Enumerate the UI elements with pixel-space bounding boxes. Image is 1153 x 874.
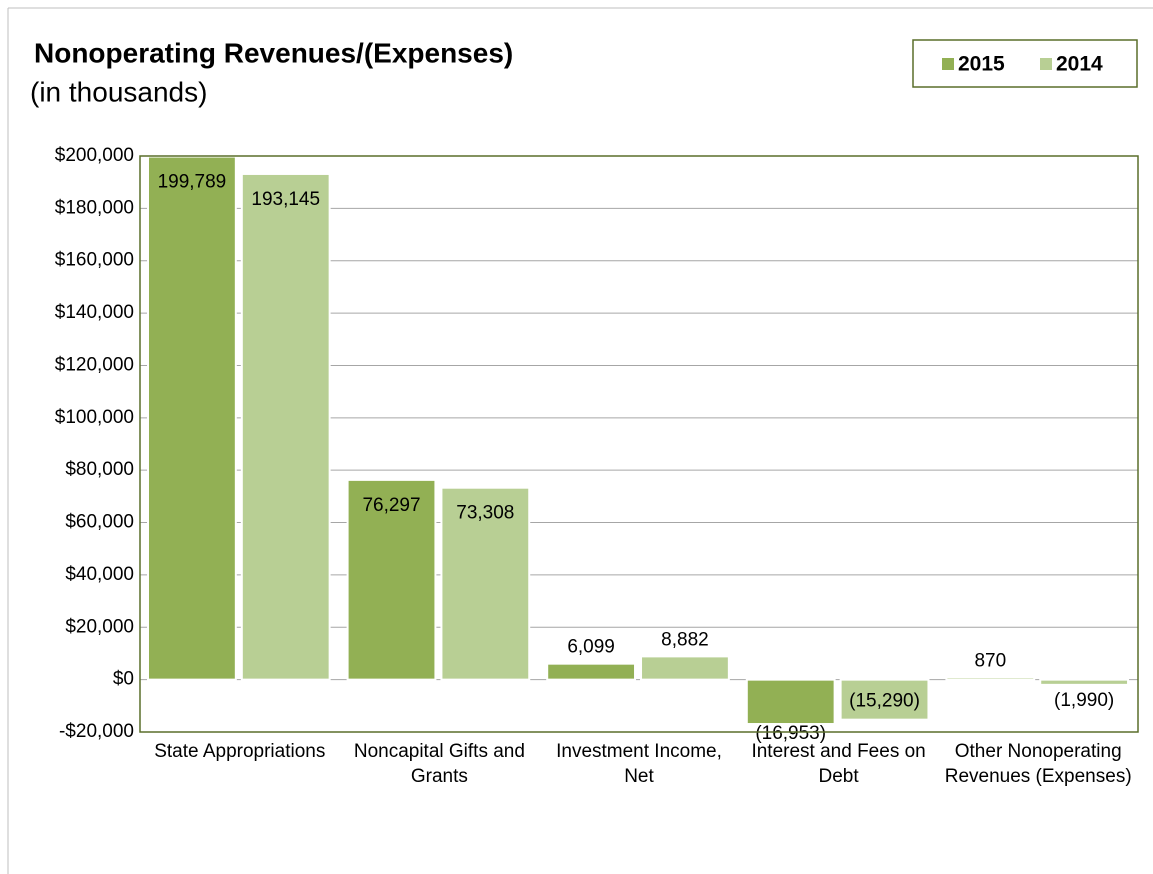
- data-label: (1,990): [1054, 690, 1114, 711]
- bar: [346, 478, 437, 681]
- y-tick-label: $20,000: [65, 616, 134, 637]
- data-label: 870: [974, 650, 1006, 671]
- x-tick-label: State Appropriations: [154, 741, 325, 762]
- bar: [546, 662, 637, 681]
- data-label: 8,882: [661, 629, 709, 650]
- plot-border: [139, 155, 1139, 733]
- data-label: (16,953): [755, 723, 826, 744]
- legend: 2015 2014: [912, 39, 1138, 88]
- chart-title: Nonoperating Revenues/(Expenses): [34, 37, 513, 68]
- data-label: 199,789: [158, 172, 227, 193]
- x-tick-label: Interest and Fees on Debt: [751, 741, 925, 787]
- y-tick-label: $120,000: [55, 354, 134, 375]
- data-label: 76,297: [362, 495, 420, 516]
- y-tick-label: $100,000: [55, 407, 134, 428]
- bar: [640, 655, 730, 681]
- y-tick-label: $140,000: [55, 302, 134, 323]
- bar: [839, 678, 930, 721]
- chart-subtitle: (in thousands): [30, 76, 207, 107]
- bar: [440, 486, 531, 681]
- legend-label: 2014: [1056, 53, 1103, 76]
- y-tick-label: $80,000: [65, 459, 134, 480]
- y-tick-label: $180,000: [55, 197, 134, 218]
- legend-swatch: [942, 58, 954, 70]
- bar: [147, 155, 237, 681]
- bar: [945, 676, 1036, 681]
- data-label: 193,145: [251, 189, 320, 210]
- y-tick-label: $60,000: [65, 512, 134, 533]
- y-tick-label: $0: [113, 669, 134, 690]
- y-tick-label: $40,000: [65, 564, 134, 585]
- bar: [240, 172, 331, 681]
- x-tick-label: Other Nonoperating Revenues (Expenses): [945, 741, 1132, 787]
- legend-swatch: [1040, 58, 1052, 70]
- y-tick-label: $160,000: [55, 250, 134, 271]
- legend-label: 2015: [958, 53, 1005, 76]
- data-label: 6,099: [567, 637, 615, 658]
- data-label: 73,308: [456, 503, 514, 524]
- x-tick-label: Noncapital Gifts and Grants: [354, 741, 525, 787]
- x-tick-label: Investment Income, Net: [556, 741, 722, 787]
- y-tick-label: -$20,000: [59, 721, 134, 742]
- bar: [1039, 678, 1130, 686]
- y-tick-label: $200,000: [55, 145, 134, 166]
- data-label: (15,290): [849, 691, 920, 712]
- bar: [745, 678, 836, 726]
